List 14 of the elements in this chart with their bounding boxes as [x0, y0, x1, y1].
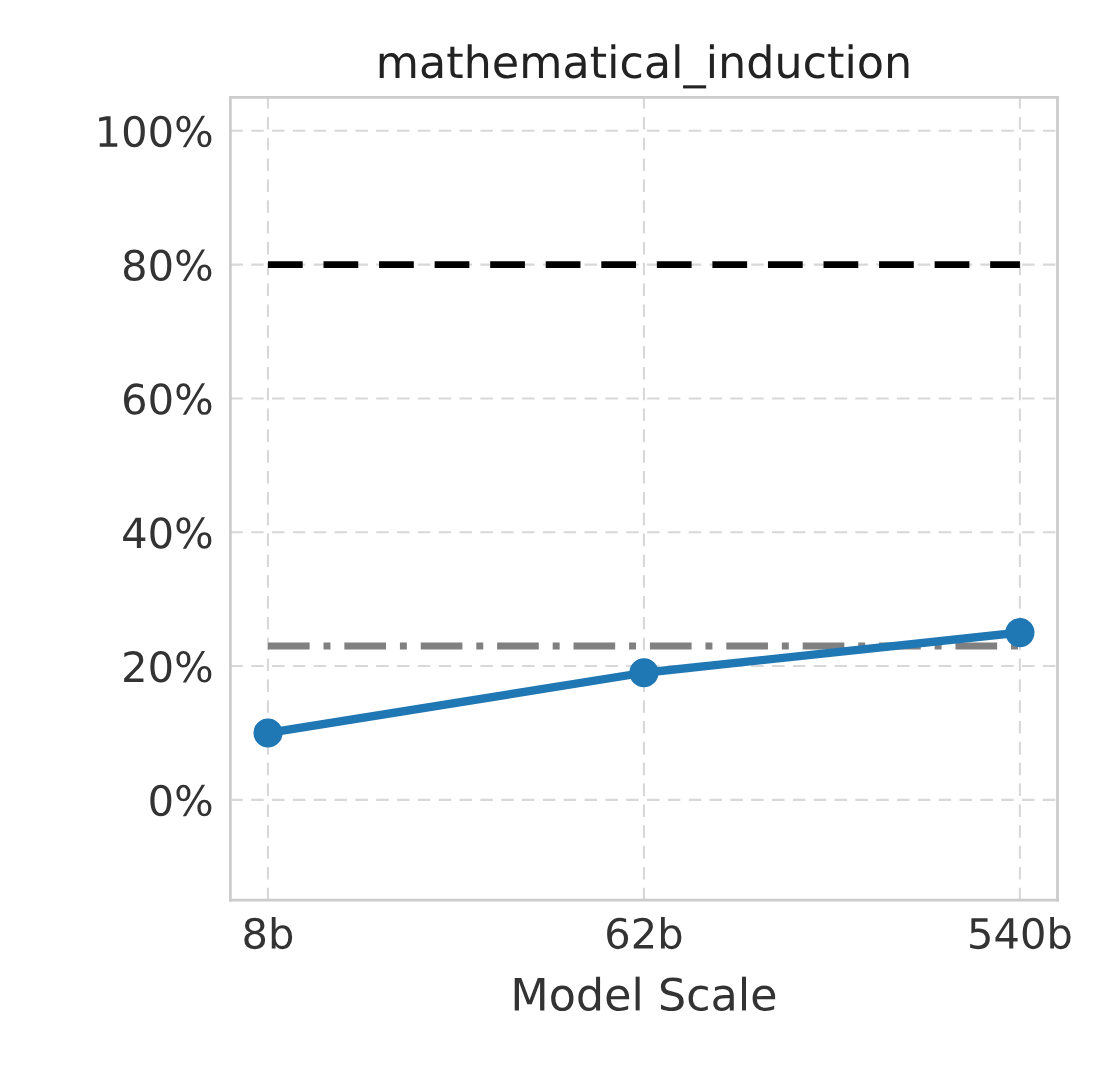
y-tick-label: 100%: [99, 115, 212, 148]
y-tick-label: 80%: [123, 249, 212, 282]
x-tick-label: 62b: [607, 916, 682, 950]
y-tick-label: 20%: [124, 650, 212, 683]
point: [1005, 618, 1035, 648]
x-tick-label: 8b: [244, 916, 293, 950]
point: [629, 658, 659, 688]
y-tick-label: 40%: [123, 517, 212, 549]
x-tick-label: 540b: [970, 916, 1071, 950]
y-tick-label: 60%: [124, 383, 212, 415]
y-tick-label: 0%: [150, 784, 212, 817]
point: [253, 718, 283, 748]
x-axis-title: Model Scale: [514, 976, 776, 1012]
chart-title: mathematical_induction: [379, 44, 909, 89]
